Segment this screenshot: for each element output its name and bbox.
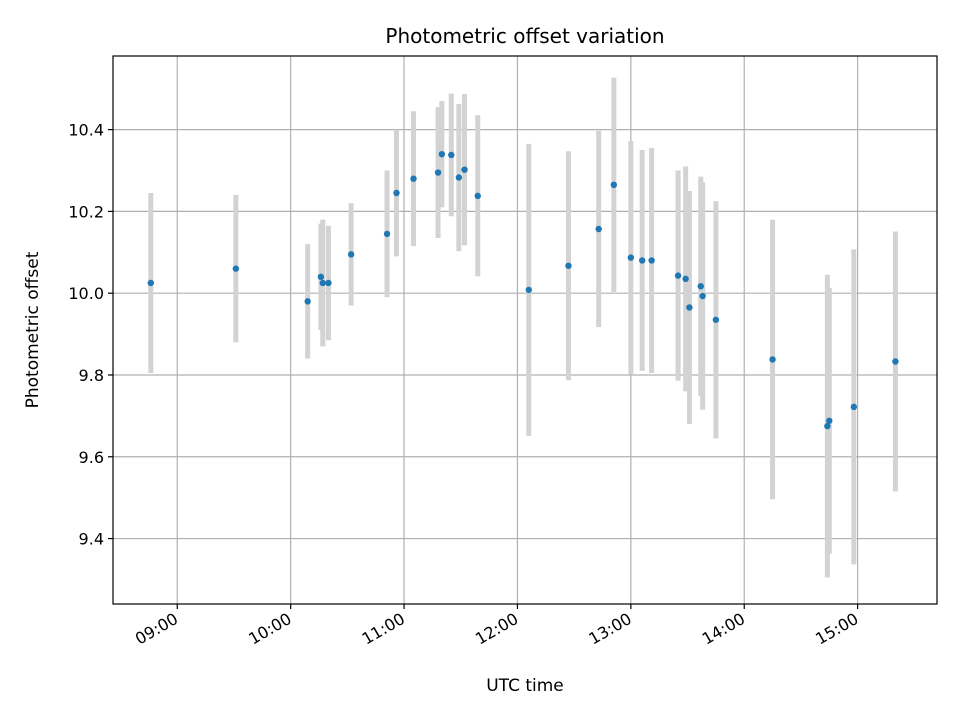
data-point xyxy=(461,166,468,173)
data-point xyxy=(393,189,400,197)
y-axis-label: Photometric offset xyxy=(23,251,43,408)
data-point xyxy=(232,265,240,272)
data-point xyxy=(826,417,833,424)
x-axis-label: UTC time xyxy=(486,676,564,696)
data-point xyxy=(410,175,417,182)
y-tick-label: 9.4 xyxy=(79,530,104,549)
data-point xyxy=(769,356,776,363)
data-point xyxy=(824,422,831,430)
data-point xyxy=(434,169,442,176)
y-tick-label: 9.8 xyxy=(79,366,104,385)
data-point xyxy=(455,174,463,181)
y-tick-label: 10.0 xyxy=(68,284,104,303)
data-point xyxy=(438,150,446,158)
data-point xyxy=(699,292,706,300)
data-points xyxy=(147,150,899,430)
y-axis: 9.4 9.6 9.8 10.0 10.2 10.4 xyxy=(68,121,113,549)
y-tick-label: 10.2 xyxy=(68,202,104,221)
y-tick-label: 9.6 xyxy=(79,448,104,467)
data-point xyxy=(697,283,704,290)
data-point xyxy=(317,273,325,281)
data-point xyxy=(648,257,655,264)
data-point xyxy=(565,262,572,269)
data-point xyxy=(674,272,682,279)
data-point xyxy=(850,403,858,411)
data-point xyxy=(325,279,332,287)
data-point xyxy=(610,181,618,189)
data-point xyxy=(474,192,481,200)
data-point xyxy=(627,254,635,261)
data-point xyxy=(347,251,355,258)
data-point xyxy=(319,279,326,287)
data-point xyxy=(147,279,154,287)
data-point xyxy=(638,257,646,264)
data-point xyxy=(383,230,391,238)
data-point xyxy=(304,298,311,305)
data-point xyxy=(595,225,602,233)
plot-frame xyxy=(112,55,938,605)
chart-title: Photometric offset variation xyxy=(385,24,664,48)
data-point xyxy=(686,304,693,311)
data-point xyxy=(682,275,689,283)
data-point xyxy=(448,151,455,159)
data-point xyxy=(525,286,532,294)
data-point xyxy=(712,316,720,323)
data-point xyxy=(892,358,899,365)
y-tick-label: 10.4 xyxy=(68,121,104,140)
